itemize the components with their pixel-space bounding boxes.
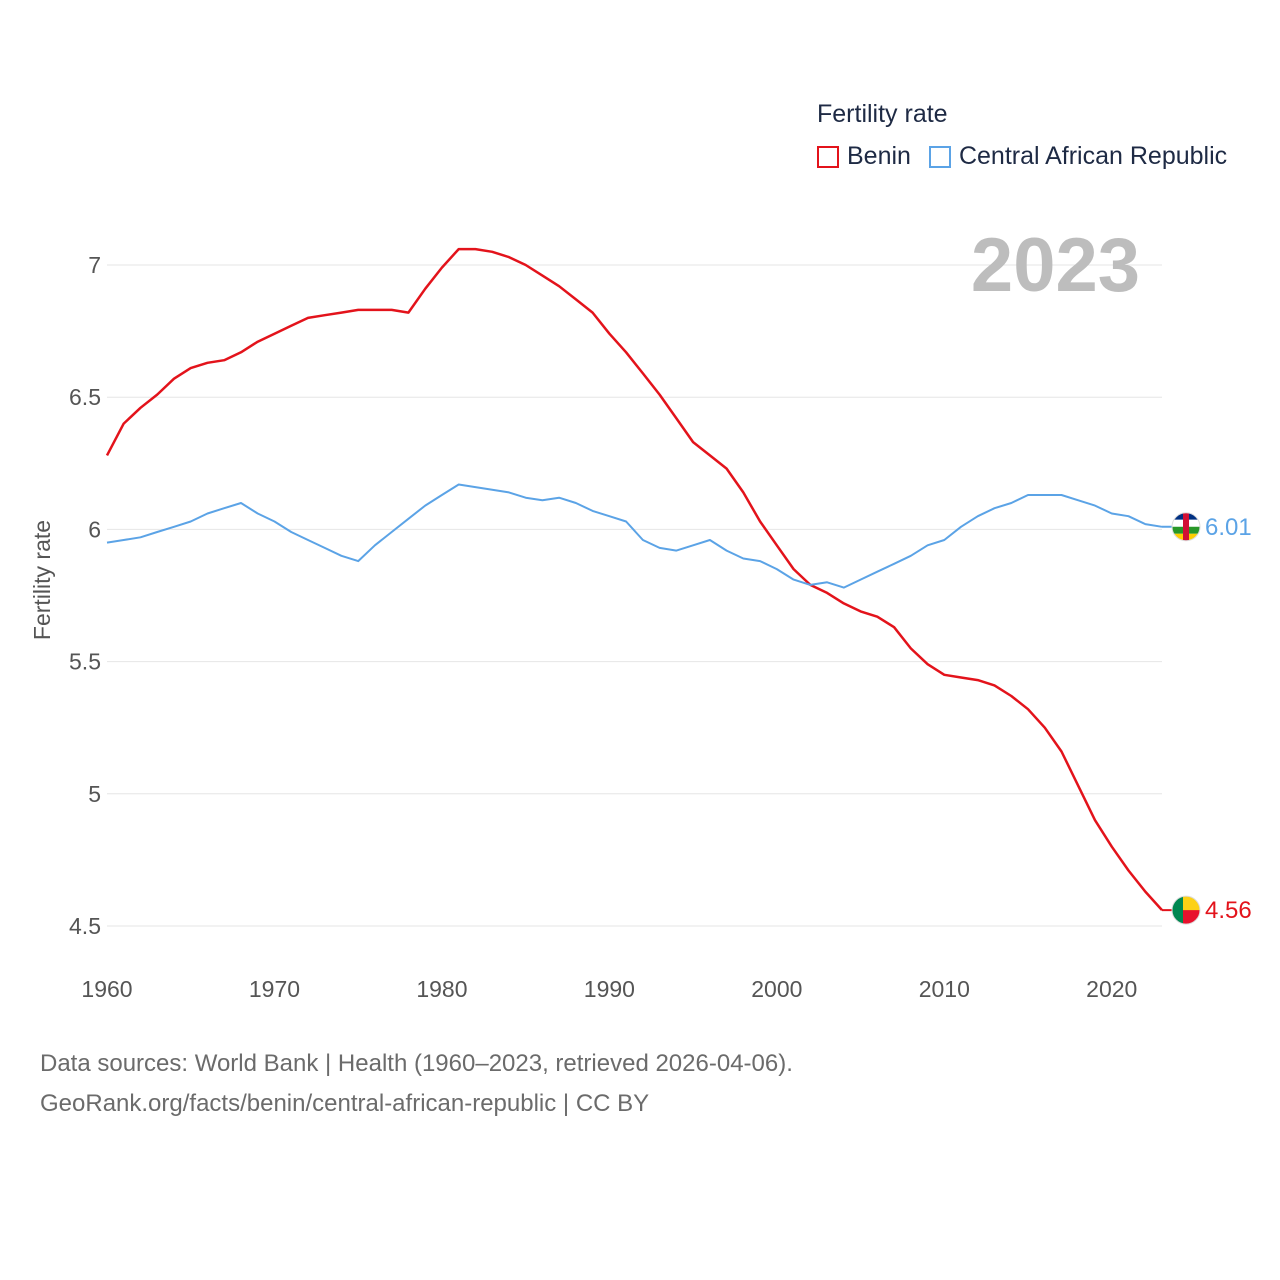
series-line-benin xyxy=(105,247,1163,911)
legend-label-benin: Benin xyxy=(847,142,911,170)
x-tick-label: 2020 xyxy=(1086,976,1137,1002)
y-tick-label: 6 xyxy=(88,516,101,542)
y-tick-label: 7 xyxy=(88,252,101,278)
y-axis-title: Fertility rate xyxy=(29,520,55,640)
series-end-label-benin: 4.56 xyxy=(1205,897,1252,924)
x-tick-label: 1980 xyxy=(416,976,467,1002)
x-tick-label: 2000 xyxy=(751,976,802,1002)
y-tick-label: 4.5 xyxy=(69,913,101,939)
flag-icon-benin xyxy=(1171,895,1201,925)
gridlines xyxy=(107,264,1162,927)
flag-icon-central-african-republic xyxy=(1171,512,1201,542)
legend-swatch-central-african-republic xyxy=(928,145,951,168)
x-tick-label: 1960 xyxy=(81,976,132,1002)
legend: Benin Central African Republic xyxy=(817,142,1245,171)
legend-swatch-benin xyxy=(817,145,839,168)
legend-label-central-african-republic: Central African Republic xyxy=(958,142,1228,170)
legend-item-benin[interactable]: Benin xyxy=(817,142,911,171)
y-tick-label: 6.5 xyxy=(69,384,101,410)
series-line-central-african-republic xyxy=(106,483,1163,589)
legend-title: Fertility rate xyxy=(817,100,948,128)
legend-item-central-african-republic[interactable]: Central African Republic xyxy=(928,142,1228,171)
x-tick-label: 1990 xyxy=(584,976,635,1002)
series-end-label-central-african-republic: 6.01 xyxy=(1205,514,1252,541)
source-line-2[interactable]: GeoRank.org/facts/benin/central-african-… xyxy=(40,1090,650,1117)
y-tick-label: 5 xyxy=(88,781,101,807)
series-lines xyxy=(105,247,1163,911)
x-axis-ticks: 1960 1970 1980 1990 2000 2010 2020 xyxy=(81,976,1137,1002)
year-badge: 2023 xyxy=(970,223,1140,308)
x-tick-label: 1970 xyxy=(249,976,300,1002)
y-axis-ticks: 4.5 5 5.5 6 6.5 7 xyxy=(69,252,101,939)
y-tick-label: 5.5 xyxy=(69,649,101,675)
series-end-markers: 4.56 6.01 xyxy=(1162,512,1252,925)
source-line-1: Data sources: World Bank | Health (1960–… xyxy=(40,1050,793,1077)
x-tick-label: 2010 xyxy=(919,976,970,1002)
source-note: Data sources: World Bank | Health (1960–… xyxy=(40,1044,793,1124)
